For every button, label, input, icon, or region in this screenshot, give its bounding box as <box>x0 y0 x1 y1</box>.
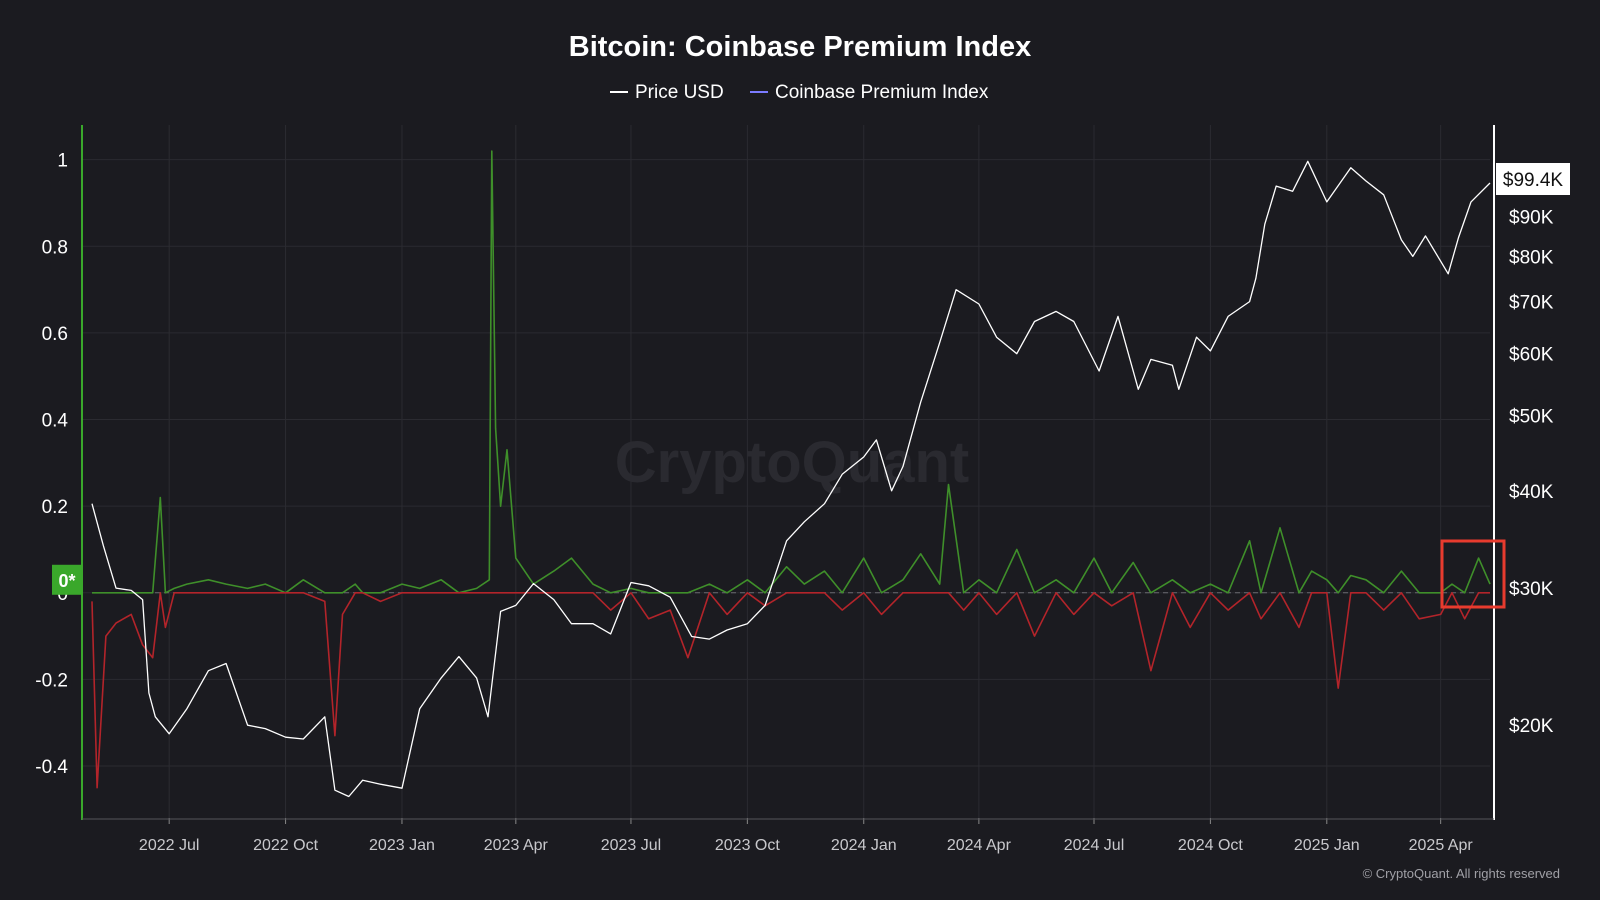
x-tick-label: 2022 Jul <box>139 837 200 854</box>
left-tick-label: 0.4 <box>42 411 69 432</box>
left-tick-label: 0.8 <box>42 237 68 258</box>
x-tick-label: 2023 Jul <box>601 837 662 854</box>
copyright-footer: © CryptoQuant. All rights reserved <box>1363 866 1560 881</box>
left-tick-label: 1 <box>57 151 68 172</box>
chart-title: Bitcoin: Coinbase Premium Index <box>569 31 1031 63</box>
right-tick-label: $40K <box>1509 482 1554 503</box>
overlays: 0* $99.4K <box>52 163 1570 609</box>
right-tick-label: $60K <box>1509 345 1554 366</box>
right-tick-label: $90K <box>1509 208 1554 229</box>
left-tick-label: -0.2 <box>35 670 68 691</box>
x-tick-label: 2025 Jan <box>1294 837 1360 854</box>
premium-index-series <box>91 150 1491 789</box>
highlight-box <box>1440 539 1506 609</box>
x-tick-label: 2022 Oct <box>253 837 318 854</box>
premium-negative-line <box>91 592 1490 789</box>
watermark: CryptoQuant <box>615 430 969 495</box>
legend[interactable]: Price USD Coinbase Premium Index <box>610 82 989 103</box>
legend-label-0: Price USD <box>635 82 724 103</box>
right-tick-label: $50K <box>1509 406 1554 427</box>
legend-label-1: Coinbase Premium Index <box>775 82 989 103</box>
left-tick-label: 0.2 <box>42 497 68 518</box>
zero-badge-label: 0* <box>58 571 75 591</box>
x-tick-label: 2025 Apr <box>1409 837 1474 854</box>
price-line <box>91 160 1491 798</box>
right-tick-label: $80K <box>1509 247 1554 268</box>
x-tick-label: 2023 Apr <box>484 837 549 854</box>
x-tick-label: 2024 Jul <box>1064 837 1125 854</box>
x-tick-label: 2023 Oct <box>715 837 780 854</box>
x-tick-label: 2024 Oct <box>1178 837 1243 854</box>
premium-positive-line <box>92 150 1491 594</box>
x-tick-label: 2024 Jan <box>831 837 897 854</box>
right-tick-label: $70K <box>1509 293 1554 314</box>
right-tick-label: $20K <box>1509 716 1554 737</box>
price-series <box>91 160 1491 798</box>
left-tick-label: -0.4 <box>35 757 68 778</box>
x-tick-label: 2024 Apr <box>947 837 1012 854</box>
x-tick-label: 2023 Jan <box>369 837 435 854</box>
right-tick-label: $30K <box>1509 579 1554 600</box>
last-price-box <box>1496 163 1570 196</box>
last-price-label: $99.4K <box>1503 170 1564 191</box>
zero-badge <box>52 564 82 595</box>
left-tick-label: 0.6 <box>42 324 68 345</box>
